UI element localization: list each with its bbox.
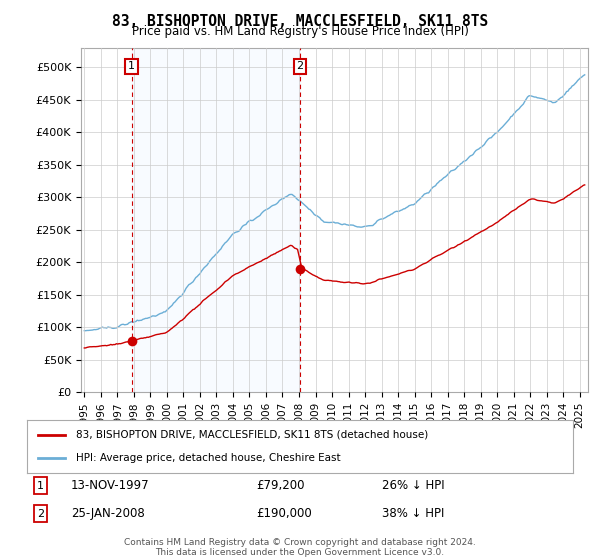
Text: 38% ↓ HPI: 38% ↓ HPI bbox=[382, 507, 444, 520]
Text: 83, BISHOPTON DRIVE, MACCLESFIELD, SK11 8TS (detached house): 83, BISHOPTON DRIVE, MACCLESFIELD, SK11 … bbox=[76, 430, 428, 440]
Text: Price paid vs. HM Land Registry's House Price Index (HPI): Price paid vs. HM Land Registry's House … bbox=[131, 25, 469, 38]
Text: 25-JAN-2008: 25-JAN-2008 bbox=[71, 507, 145, 520]
Text: HPI: Average price, detached house, Cheshire East: HPI: Average price, detached house, Ches… bbox=[76, 453, 341, 463]
Text: 1: 1 bbox=[37, 480, 44, 491]
Text: 1: 1 bbox=[128, 62, 135, 71]
Text: 2: 2 bbox=[296, 62, 304, 71]
Text: 13-NOV-1997: 13-NOV-1997 bbox=[71, 479, 149, 492]
Text: £79,200: £79,200 bbox=[256, 479, 305, 492]
Text: £190,000: £190,000 bbox=[256, 507, 312, 520]
Text: 26% ↓ HPI: 26% ↓ HPI bbox=[382, 479, 445, 492]
Text: Contains HM Land Registry data © Crown copyright and database right 2024.
This d: Contains HM Land Registry data © Crown c… bbox=[124, 538, 476, 557]
Bar bbox=[131, 48, 300, 392]
Text: 2: 2 bbox=[37, 508, 44, 519]
Text: 83, BISHOPTON DRIVE, MACCLESFIELD, SK11 8TS: 83, BISHOPTON DRIVE, MACCLESFIELD, SK11 … bbox=[112, 14, 488, 29]
